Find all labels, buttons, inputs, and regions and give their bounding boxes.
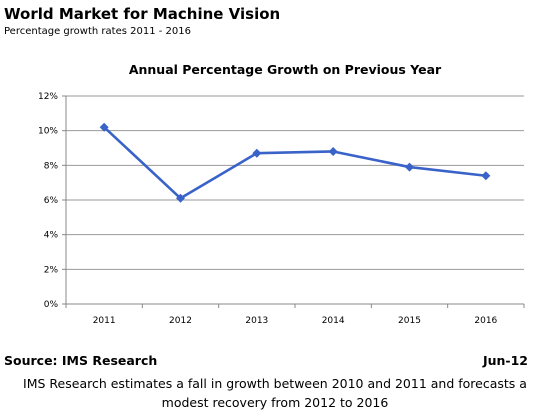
x-tick-label: 2012 (169, 316, 192, 326)
y-tick-label: 6% (44, 196, 59, 206)
x-tick-label: 2016 (474, 316, 497, 326)
x-tick-label: 2013 (245, 316, 268, 326)
data-point (252, 148, 262, 158)
data-point (176, 193, 185, 203)
line-chart: Annual Percentage Growth on Previous Yea… (38, 62, 525, 326)
y-tick-label: 8% (44, 161, 59, 171)
grid-lines (66, 95, 524, 270)
chart-container: Annual Percentage Growth on Previous Yea… (0, 44, 550, 349)
x-axis-labels: 2011 2012 2013 2014 2015 2016 (93, 316, 498, 326)
y-tick-label: 12% (38, 92, 58, 102)
x-tick-label: 2015 (398, 316, 421, 326)
y-tick-label: 0% (44, 300, 59, 310)
series-line (103, 126, 486, 200)
series-group (99, 122, 491, 203)
axes (62, 95, 525, 308)
y-tick-label: 10% (38, 127, 58, 137)
y-tick-label: 2% (44, 265, 59, 275)
y-axis-labels: 0% 2% 4% 6% 8% 10% 12% (38, 92, 58, 310)
page-subtitle: Percentage growth rates 2011 - 2016 (4, 26, 191, 37)
x-tick-label: 2011 (93, 316, 116, 326)
source-label: Source: IMS Research (4, 353, 158, 368)
data-point (328, 146, 338, 156)
x-tick-label: 2014 (322, 316, 345, 326)
y-tick-label: 4% (44, 231, 59, 241)
chart-title: Annual Percentage Growth on Previous Yea… (129, 62, 442, 77)
date-label: Jun-12 (482, 353, 528, 368)
caption-line-2: modest recovery from 2012 to 2016 (161, 395, 389, 410)
page-title: World Market for Machine Vision (4, 5, 281, 23)
caption-line-1: IMS Research estimates a fall in growth … (23, 376, 527, 391)
data-point (405, 162, 414, 172)
caption: IMS Research estimates a fall in growth … (0, 374, 550, 412)
data-point (99, 122, 109, 132)
data-point (481, 171, 491, 181)
